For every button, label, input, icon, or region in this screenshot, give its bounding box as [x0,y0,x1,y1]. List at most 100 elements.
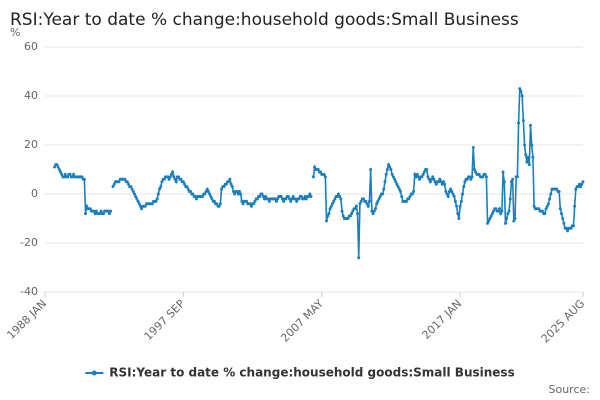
point [359,199,363,203]
point [506,212,510,216]
point [571,224,575,228]
point [348,214,352,218]
point [309,194,313,198]
point [338,194,342,198]
point [319,170,323,174]
point [471,145,475,149]
point [376,199,380,203]
point [481,175,485,179]
point [455,204,459,208]
point [456,212,460,216]
point [185,185,189,189]
point [502,180,506,184]
point [235,190,239,194]
point [457,217,461,220]
y-tick-label: 0 [31,187,38,200]
point [450,190,454,194]
point [291,194,295,198]
point [523,143,527,147]
point [378,194,382,198]
point [383,180,387,184]
point [415,172,419,176]
point [53,165,57,169]
point [458,204,462,208]
point [131,190,135,194]
point [573,204,577,208]
point [565,229,569,233]
point [267,199,271,203]
point [179,177,183,181]
point [229,182,233,186]
point [159,185,163,189]
point [68,172,72,176]
point [438,177,442,181]
point [369,168,373,171]
point [366,204,370,208]
point [488,217,492,220]
point [492,209,496,213]
point [381,192,385,196]
point [427,177,431,181]
point [227,180,231,184]
point [351,209,355,213]
point [167,177,171,181]
point [525,160,529,164]
point [390,172,394,176]
point [123,177,127,181]
point [509,180,513,184]
point [307,194,311,198]
point [340,209,344,213]
point [172,175,176,179]
point [356,212,360,216]
point [308,192,312,196]
point [274,199,278,203]
point [82,177,86,181]
point [418,177,422,181]
point [56,165,60,169]
point [203,192,207,196]
point [194,197,198,201]
point [494,207,498,211]
point [433,180,437,184]
point [209,194,213,198]
point [329,204,333,208]
point [252,202,256,206]
point [169,172,173,176]
point [189,190,193,194]
point [549,192,553,196]
point [255,197,259,201]
y-tick-label: -20 [20,236,38,249]
point [60,172,64,176]
point [414,175,418,179]
point [461,192,465,196]
source: Source: [549,383,591,396]
point [521,119,525,122]
point [262,197,266,201]
point [233,192,237,196]
point [327,212,331,216]
point [512,219,516,223]
point [477,172,481,176]
point [240,199,244,203]
point [173,177,177,181]
x-tick-label: 1997 SEP [142,297,188,343]
point [410,192,414,196]
y-tick-label: 40 [24,89,38,102]
point [416,175,420,179]
point [426,175,430,179]
point [517,121,521,125]
point [276,197,280,201]
point [397,187,401,191]
point [297,197,301,201]
x-tick-label: 2017 JAN [420,297,465,342]
point [304,197,308,201]
point [323,175,327,179]
point [72,172,76,176]
point [484,175,488,179]
point [336,192,340,196]
point [137,202,141,206]
y-tick-label: -40 [20,285,38,298]
point [210,197,214,201]
point [162,177,166,181]
